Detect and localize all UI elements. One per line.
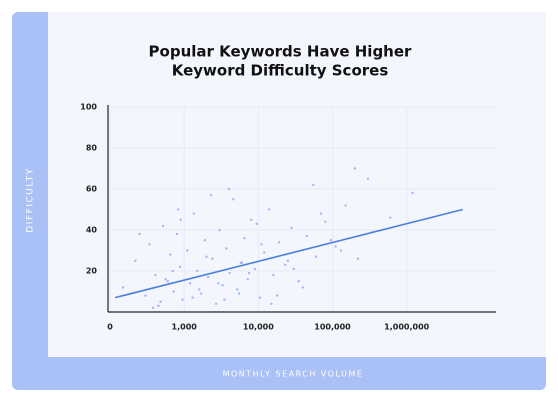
- scatter-point: [172, 290, 175, 293]
- scatter-point: [176, 208, 180, 211]
- scatter-point: [203, 239, 207, 242]
- scatter-point: [121, 286, 125, 289]
- scatter-point: [206, 275, 210, 279]
- scatter-point: [198, 288, 201, 291]
- scatter-point: [144, 294, 147, 297]
- scatter-point: [196, 269, 199, 273]
- scatter-point: [227, 187, 231, 191]
- scatter-point: [344, 204, 347, 207]
- x-tick-label: 1,000: [172, 323, 198, 332]
- y-tick-label: 20: [86, 267, 98, 276]
- scatter-point: [166, 280, 169, 283]
- scatter-point: [249, 218, 253, 221]
- scatter-point: [169, 253, 172, 256]
- scatter-point: [243, 237, 246, 240]
- y-tick-label: 100: [80, 103, 97, 112]
- scatter-point: [319, 212, 323, 215]
- scatter-point: [181, 298, 184, 301]
- scatter-point: [191, 296, 194, 299]
- scatter-point: [161, 224, 165, 228]
- scatter-point: [290, 226, 293, 230]
- scatter-point: [200, 292, 203, 295]
- scatter-point: [151, 306, 155, 310]
- scatter-point: [236, 288, 239, 291]
- scatter-point: [138, 232, 141, 236]
- y-axis-label: DIFFICULTY: [26, 167, 36, 232]
- scatter-point: [411, 191, 414, 195]
- trend-line: [114, 208, 463, 299]
- scatter-point: [314, 255, 318, 258]
- scatter-point: [148, 243, 151, 246]
- scatter-point: [324, 220, 327, 223]
- scatter-point: [366, 177, 370, 180]
- scatter-point: [277, 241, 281, 244]
- scatter-point: [339, 249, 343, 252]
- scatter-point: [240, 261, 244, 264]
- scatter-point: [283, 263, 287, 267]
- scatter-point: [305, 234, 308, 238]
- scatter-point: [263, 251, 266, 254]
- scatter-point: [179, 218, 182, 221]
- scatter-point: [188, 282, 192, 285]
- scatter-point: [159, 300, 162, 303]
- scatter-point: [232, 198, 235, 201]
- scatter-point: [223, 298, 226, 301]
- x-axis-label: MONTHLY SEARCH VOLUME: [223, 370, 364, 379]
- plot-panel: [48, 12, 546, 357]
- scatter-point: [258, 296, 262, 299]
- scatter-point: [292, 267, 295, 271]
- scatter-point: [272, 273, 275, 277]
- scatter-point: [217, 282, 220, 285]
- scatter-point: [286, 259, 290, 262]
- scatter-point: [237, 292, 241, 295]
- scatter-point: [154, 273, 157, 277]
- scatter-point: [171, 269, 174, 273]
- scatter-point: [270, 302, 273, 305]
- x-tick-label: 100,000: [314, 323, 351, 332]
- scatter-point: [356, 257, 360, 260]
- scatter-point: [334, 245, 337, 248]
- scatter-point: [246, 278, 249, 281]
- scatter-point: [225, 247, 228, 250]
- scatter-point: [247, 271, 251, 275]
- scatter-point: [329, 239, 333, 242]
- scatter-point: [353, 167, 357, 170]
- chart-title: Popular Keywords Have Higher: [149, 43, 412, 61]
- scatter-point: [211, 257, 214, 260]
- scatter-point: [255, 222, 258, 226]
- scatter-point: [209, 193, 213, 197]
- scatter-point: [267, 208, 271, 211]
- scatter-point: [312, 183, 315, 187]
- scatter-point: [186, 249, 189, 252]
- y-tick-label: 80: [86, 144, 98, 153]
- scatter-point: [221, 284, 224, 287]
- x-tick-label: 10,000: [243, 323, 274, 332]
- scatter-point: [218, 228, 221, 232]
- scatter-point: [228, 271, 231, 275]
- scatter-point: [205, 255, 208, 258]
- scatter-point: [253, 267, 257, 271]
- scatter-point: [301, 286, 305, 289]
- y-tick-label: 40: [86, 226, 98, 235]
- scatter-point: [297, 280, 300, 283]
- scatter-point: [260, 243, 263, 246]
- scatter-point: [389, 216, 392, 219]
- scatter-point: [214, 302, 218, 305]
- scatter-point: [192, 212, 196, 215]
- scatter-point: [175, 232, 179, 236]
- x-tick-label: 0: [107, 323, 113, 332]
- scatter-point: [164, 278, 167, 281]
- chart-title: Keyword Difficulty Scores: [172, 62, 389, 80]
- x-tick-label: 1,000,000: [384, 323, 429, 332]
- scatter-point: [157, 304, 160, 308]
- scatter-point: [178, 265, 182, 269]
- scatter-point: [276, 294, 279, 297]
- scatter-point: [134, 259, 137, 262]
- y-tick-label: 60: [86, 185, 98, 194]
